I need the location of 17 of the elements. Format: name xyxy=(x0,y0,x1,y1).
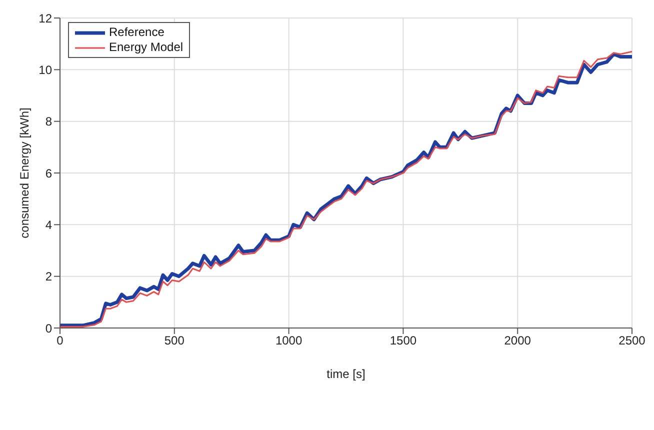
x-tick-label: 0 xyxy=(56,334,64,348)
x-tick-label: 1000 xyxy=(275,334,302,348)
y-axis-title: consumed Energy [kWh] xyxy=(17,108,32,238)
y-tick-label: 10 xyxy=(38,62,52,77)
x-tick-label: 1500 xyxy=(390,334,417,348)
legend-label: Reference xyxy=(109,25,164,40)
y-tick-label: 0 xyxy=(45,321,52,336)
x-axis-title: time [s] xyxy=(326,367,366,381)
x-tick-label: 500 xyxy=(164,334,185,348)
legend-label: Energy Model xyxy=(109,40,184,55)
x-tick-label: 2500 xyxy=(618,334,646,348)
y-tick-label: 12 xyxy=(38,11,52,26)
x-tick-label: 2000 xyxy=(504,334,532,348)
y-tick-label: 8 xyxy=(45,114,52,129)
y-tick-label: 4 xyxy=(45,218,52,232)
y-tick-label: 2 xyxy=(45,270,52,284)
y-tick-label: 6 xyxy=(45,166,52,180)
